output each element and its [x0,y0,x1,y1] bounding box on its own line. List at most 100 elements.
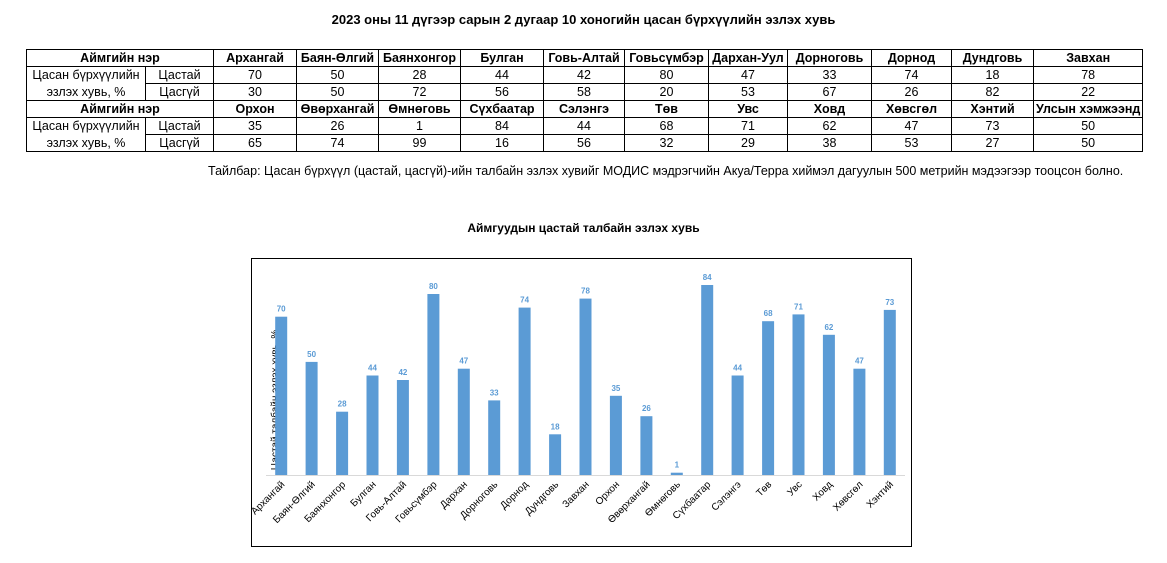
table-header-row: Аймгийн нэр Орхон Өвөрхангай Өмнөговь Сүхбаа… [26,100,1144,118]
data-label: 26 [642,404,651,413]
province-name: Төв [624,100,709,118]
bar [427,294,440,475]
row-label-line2: эзлэх хувь, % [26,134,146,152]
bar [336,411,349,475]
province-name: Архангай [213,49,297,67]
province-name: Орхон [213,100,297,118]
snow-value: 70 [213,66,297,84]
page-title: 2023 оны 11 дүгээр сарын 2 дугаар 10 хон… [331,12,836,27]
nosnow-label: Цасгүй [145,134,214,152]
snow-value: 73 [951,117,1034,135]
snow-cover-table: Аймгийн нэр Архангай Баян-Өлгий Баянхонгор Б… [26,49,1144,152]
row-label-line1: Цасан бүрхүүлийн [26,117,146,135]
table-note: Тайлбар: Цасан бүрхүүл (цастай, цасгүй)-… [208,164,1124,178]
province-name: Хэнтий [951,100,1034,118]
data-label: 73 [885,298,894,307]
province-name: Дундговь [951,49,1034,67]
x-tick-label: Хэнтий [865,479,896,510]
province-name: Сэлэнгэ [543,100,625,118]
province-name: Говьсүмбэр [624,49,709,67]
snow-value: 68 [624,117,709,135]
province-name: Сүхбаатар [460,100,544,118]
bar [640,416,653,475]
data-label: 74 [520,296,529,305]
data-label: 70 [277,305,286,314]
snow-value: 47 [871,117,952,135]
bar [579,298,592,475]
nosnow-value: 27 [951,134,1034,152]
nosnow-value: 82 [951,83,1034,101]
header-label: Аймгийн нэр [26,100,214,118]
nosnow-value: 53 [708,83,788,101]
bar [275,316,288,475]
nosnow-value: 53 [871,134,952,152]
province-name: Дархан-Уул [708,49,788,67]
nosnow-value: 72 [378,83,461,101]
x-tick-label: Булган [349,479,379,509]
bar [762,321,775,475]
chart-frame: Цастай талбайн эзлэх хувь, %70Архангай50… [251,258,912,547]
data-label: 68 [764,309,773,318]
x-tick-label: Сэлэнгэ [710,479,744,513]
table-row-nosnow: эзлэх хувь, % Цасгүй 65 74 99 16 56 32 29 38 53 27 5… [26,134,1144,152]
snow-label: Цастай [145,66,214,84]
data-label: 80 [429,282,438,291]
data-label: 50 [307,350,316,359]
bar [853,368,866,475]
province-name: Дорнод [871,49,952,67]
x-tick-label: Төв [754,479,774,499]
snow-value: 84 [460,117,544,135]
bar [549,434,562,475]
bar [822,334,835,475]
x-tick-label: Хөвсгөл [831,479,865,513]
data-label: 78 [581,287,590,296]
snow-value: 1 [378,117,461,135]
x-tick-label: Дундговь [523,479,561,517]
province-name: Өмнөговь [378,100,461,118]
bar [701,285,714,475]
province-name: Хөвсгөл [871,100,952,118]
bar [609,395,622,475]
nosnow-value: 56 [543,134,625,152]
data-label: 47 [459,357,468,366]
bar [488,400,501,475]
snow-value: 35 [213,117,297,135]
snow-value: 80 [624,66,709,84]
x-tick-label: Ховд [811,479,835,503]
province-name: Говь-Алтай [543,49,625,67]
bar [305,361,318,475]
snow-value: 78 [1032,66,1144,84]
data-label: 44 [733,364,742,373]
snow-value: 50 [1032,117,1144,135]
nosnow-value: 50 [296,83,379,101]
data-label: 47 [855,357,864,366]
province-name: Завхан [1032,49,1144,67]
bar-chart: Цастай талбайн эзлэх хувь, %70Архангай50… [252,273,905,526]
nosnow-value: 67 [787,83,872,101]
nosnow-value: 65 [213,134,297,152]
nosnow-value: 22 [1032,83,1144,101]
x-tick-label: Увс [786,479,805,498]
nosnow-value: 16 [460,134,544,152]
row-label-line1: Цасан бүрхүүлийн [26,66,146,84]
nosnow-value: 20 [624,83,709,101]
bar [731,375,744,475]
nosnow-value: 30 [213,83,297,101]
data-label: 33 [490,388,499,397]
nosnow-value: 99 [378,134,461,152]
x-tick-label: Завхан [561,479,592,510]
snow-value: 50 [296,66,379,84]
bar [670,472,683,475]
nosnow-value: 32 [624,134,709,152]
snow-value: 33 [787,66,872,84]
table-row-nosnow: эзлэх хувь, % Цасгүй 30 50 72 56 58 20 53 67 26 82 2… [26,83,1144,101]
data-label: 42 [398,368,407,377]
data-label: 71 [794,302,803,311]
bar [792,314,805,475]
snow-value: 44 [460,66,544,84]
table-row-snow: Цасан бүрхүүлийн Цастай 35 26 1 84 44 68 71 62 47 7… [26,117,1144,135]
data-label: 84 [703,273,712,282]
province-name: Дорноговь [787,49,872,67]
province-name: Баянхонгор [378,49,461,67]
header-label: Аймгийн нэр [26,49,214,67]
